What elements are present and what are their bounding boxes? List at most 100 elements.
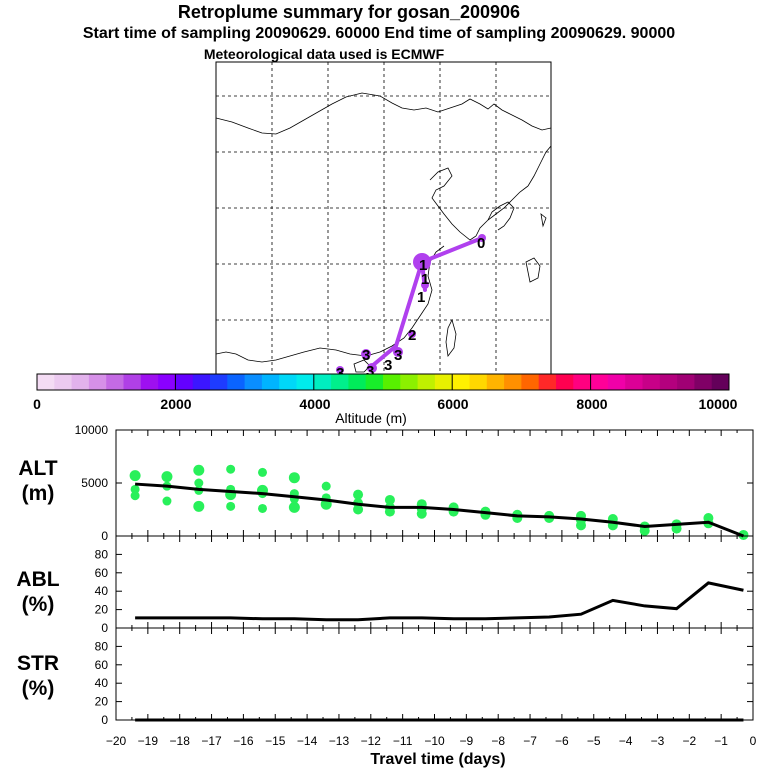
alt-ylabel: ALT [18,457,57,480]
map-content: 0 1 1 1 2 3 3 3 3 3 [216,62,551,382]
map-panel: 0 1 1 1 2 3 3 3 3 3 [215,61,552,382]
colorbar-swatch [434,374,453,390]
x-tick-label: −13 [329,734,350,748]
y-tick-label: 20 [95,695,109,709]
altitude-point [416,508,427,519]
panel-frame [115,627,754,721]
colorbar-swatch [400,374,419,390]
x-tick-label: −15 [265,734,286,748]
colorbar-tick: 2000 [160,396,191,412]
plume-centroid [393,347,403,357]
x-tick-label: −7 [523,734,537,748]
colorbar-swatch [313,374,332,390]
x-tick-label: −3 [651,734,665,748]
str-ylabel: STR [17,652,59,675]
altitude-point [226,464,236,474]
colorbar-ticks: 0 2000 4000 6000 8000 10000 [33,396,738,412]
colorbar-swatch [158,374,176,390]
y-tick-label: 5000 [81,476,108,490]
abl-ylabel-unit: (%) [22,593,55,616]
alt-ylabel-unit: (m) [22,482,55,505]
plume-centroid [361,349,371,359]
panel-str: 0 20 40 60 80 [95,627,754,727]
x-tick-label: −1 [714,734,728,748]
colorbar-tick: 4000 [299,396,330,412]
colorbar-tick: 6000 [437,396,468,412]
y-tick-label: 0 [101,713,108,727]
colorbar-swatch [244,374,263,390]
colorbar-swatch [88,374,107,390]
altitude-point [288,501,300,513]
colorbar-swatch [140,374,159,390]
panel-ylabels: ALT (m) ABL (%) STR (%) [16,457,59,700]
altitude-point [576,520,587,531]
altitude-point [130,491,140,501]
y-tick-label: 80 [95,639,109,653]
altitude-point [193,464,205,476]
colorbar-tick: 8000 [576,396,607,412]
panel-alt: 0 5000 10000 [75,423,754,543]
colorbar-swatch [417,374,436,390]
colorbar-swatch [261,374,280,390]
x-tick-label: −18 [170,734,191,748]
colorbar-label: Altitude (m) [335,410,407,426]
day-label: 3 [394,347,402,364]
day-label: 3 [366,363,374,380]
x-axis-label: Travel time (days) [370,751,505,768]
altitude-point [161,471,173,483]
plume-centroid [413,253,431,271]
altitude-point [671,523,682,534]
x-tick-label: −5 [587,734,601,748]
altitude-point [321,481,331,491]
colorbar-tick: 0 [33,396,41,412]
day-label: 1 [419,257,427,274]
colorbar-swatch [590,374,609,390]
y-tick-label: 80 [95,547,109,561]
plume-centroid [408,330,416,338]
day-label: 3 [362,347,370,364]
colorbar-swatch [106,374,124,390]
day-label: 3 [384,357,392,374]
abl-ylabel: ABL [16,568,59,591]
altitude-point [129,470,141,482]
series-line-alt [135,482,744,538]
plume-centroid [336,366,344,374]
y-tick-label: 0 [101,529,108,543]
x-tick-label: −8 [491,734,505,748]
panel-frame [115,429,754,537]
colorbar-tick: 10000 [699,396,738,412]
colorbar-swatch [210,374,228,390]
colorbar-swatch [175,374,194,390]
colorbar-swatch [37,374,55,390]
x-tick-label: −9 [460,734,474,748]
series-line-abl [135,581,744,622]
colorbar-swatch [452,374,470,390]
x-tick-labels: −20 −19 −18 −17 −16 −15 −14 −13 −12 −11 −10 −9 −8 −7−… [106,734,757,748]
panel-frame [115,535,754,629]
x-tick-label: −6 [555,734,569,748]
day-label: 2 [408,327,416,344]
colorbar-swatch [659,374,678,390]
map-gridlines [216,62,551,374]
colorbar-swatch [192,374,211,390]
colorbar-swatch [642,374,661,390]
day-label: 1 [417,289,425,306]
colorbar-swatch [227,374,246,390]
colorbar-swatch [504,374,522,390]
y-tick-label: 0 [101,621,108,635]
colorbar-swatch [348,374,367,390]
colorbar-swatch [625,374,643,390]
plume-centroid [478,234,486,242]
x-tick-label: −16 [233,734,254,748]
colorbar-swatch [71,374,90,390]
plume-centroids [336,234,486,374]
altitude-point [384,494,395,505]
colorbar-swatch [469,374,488,390]
colorbar-swatch [538,374,557,390]
altitude-point [130,484,140,494]
y-tick-label: 10000 [75,423,109,437]
day-label: 3 [336,365,344,382]
y-tick-label: 40 [95,676,109,690]
met-data-note: Meteorological data used is ECMWF [203,46,445,62]
